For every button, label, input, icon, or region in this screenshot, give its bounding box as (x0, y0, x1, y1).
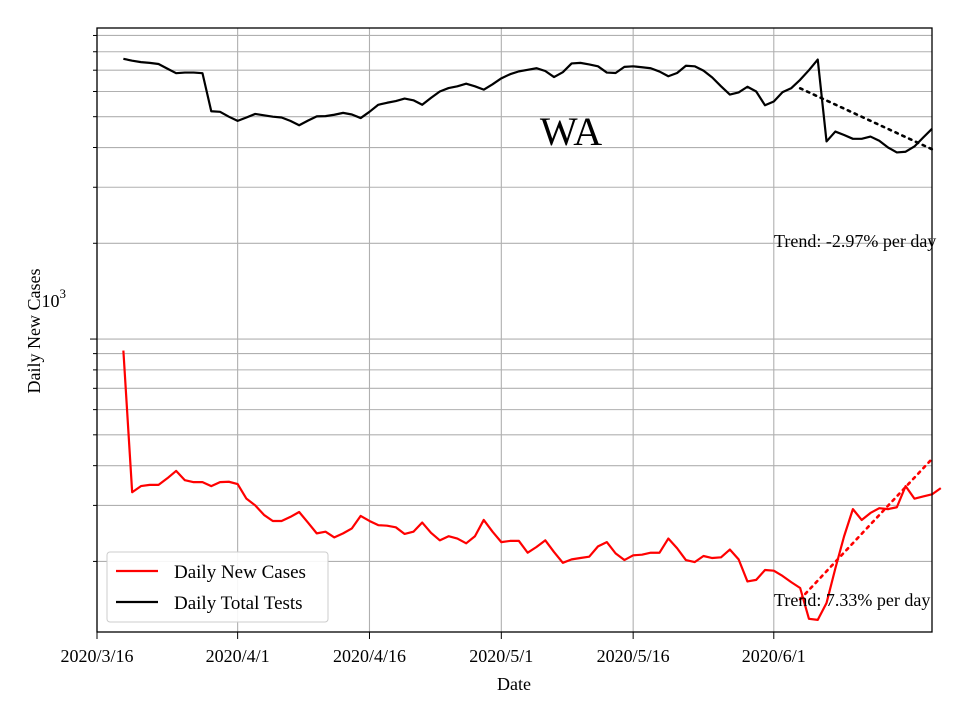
legend: Daily New Cases Daily Total Tests (106, 551, 329, 623)
ticks: 2020/3/16 2020/4/1 2020/4/16 2020/5/1 2020/5… (60, 34, 806, 666)
x-tick-label: 2020/4/16 (333, 646, 406, 666)
trend-line-cases (798, 457, 934, 601)
y-tick-base: 10 (42, 291, 60, 311)
y-tick-exponent: 3 (60, 286, 67, 301)
legend-label-cases: Daily New Cases (174, 562, 306, 583)
y-tick-label-1000: 103 (42, 286, 67, 311)
series-lines (122, 57, 942, 621)
x-tick-label: 2020/3/16 (60, 646, 133, 666)
y-axis-label: Daily New Cases (24, 269, 44, 394)
legend-box (106, 551, 329, 623)
x-tick-label: 2020/5/16 (597, 646, 670, 666)
x-tick-label: 2020/4/1 (206, 646, 270, 666)
svg-text:103: 103 (42, 286, 67, 311)
trend-annotation-tests: Trend: -2.97% per day (774, 231, 936, 251)
legend-label-tests: Daily Total Tests (174, 593, 303, 614)
chart-title: WA (540, 109, 602, 154)
trend-line-tests (798, 87, 934, 151)
x-tick-label: 2020/5/1 (469, 646, 533, 666)
x-axis-label: Date (497, 674, 531, 694)
series-line-daily-total-tests (123, 57, 933, 154)
trend-lines (798, 87, 934, 601)
plot-frame (96, 27, 933, 633)
trend-annotation-cases: Trend: 7.33% per day (774, 590, 930, 610)
series-line-daily-new-cases (122, 350, 942, 621)
x-tick-label: 2020/6/1 (742, 646, 806, 666)
